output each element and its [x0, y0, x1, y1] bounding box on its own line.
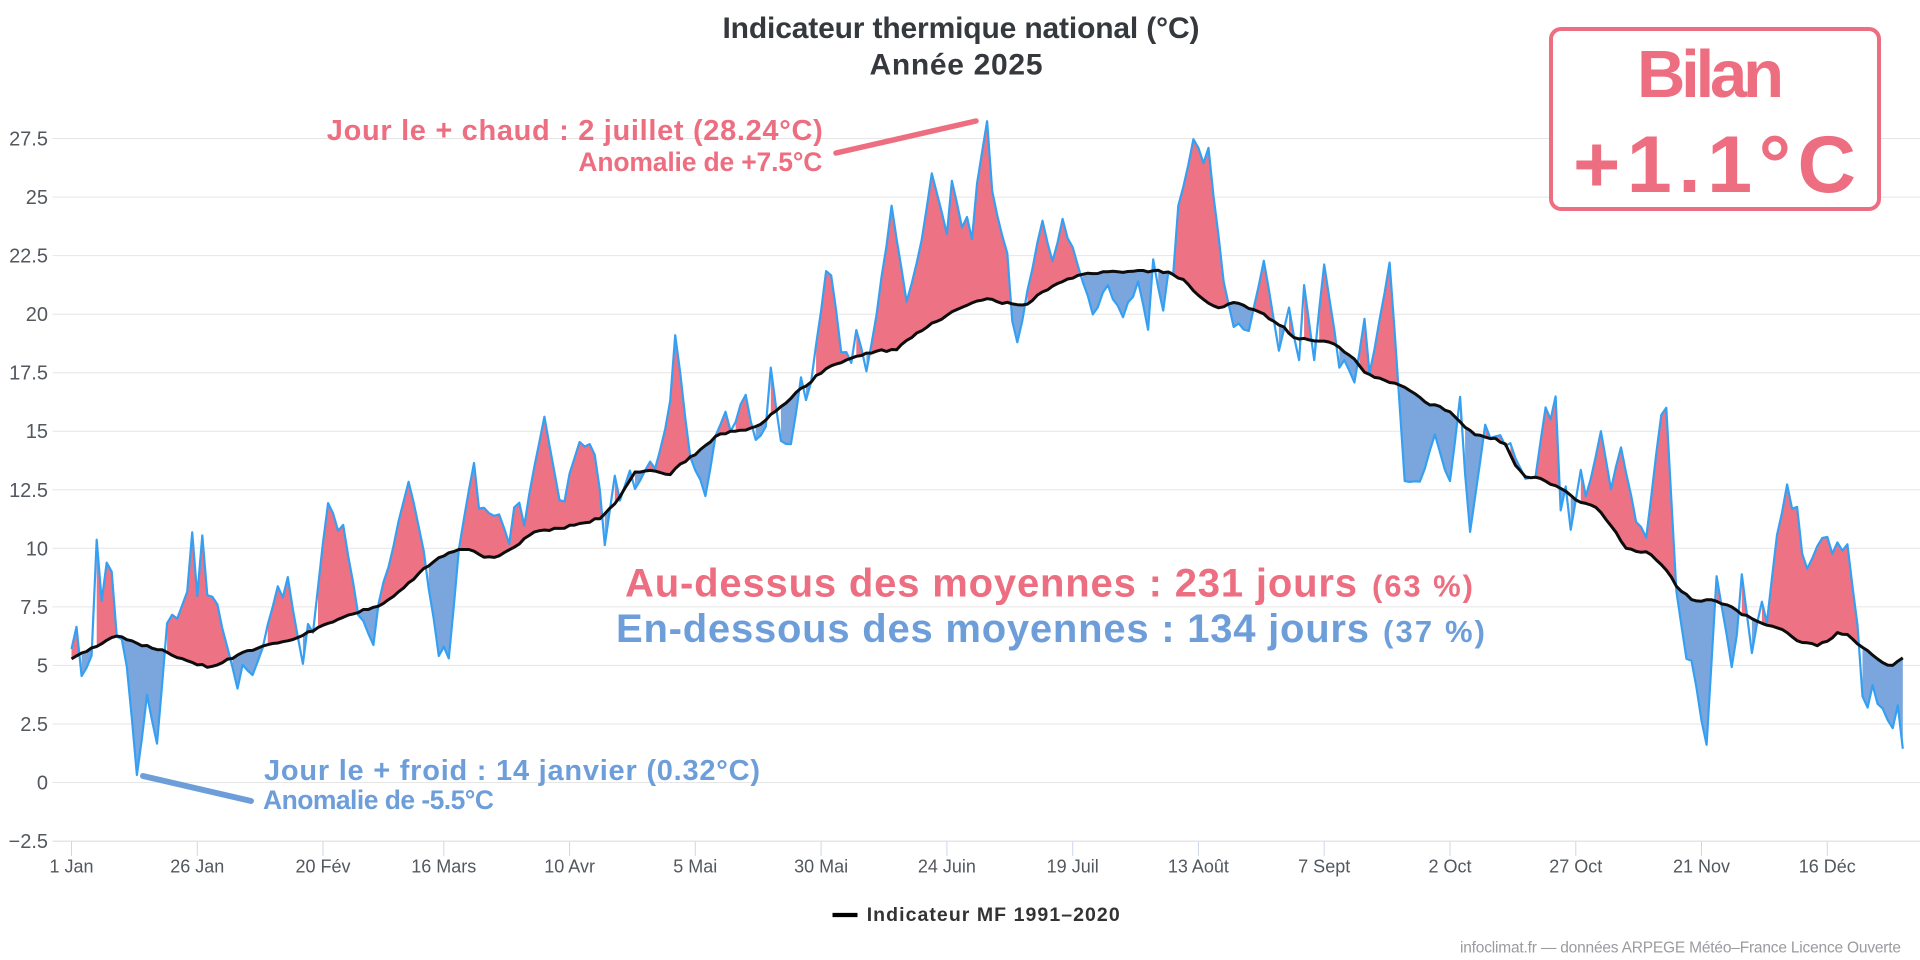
svg-text:30 Mai: 30 Mai [794, 857, 848, 877]
svg-text:27.5: 27.5 [9, 129, 48, 151]
svg-text:Anomalie de +7.5°C: Anomalie de +7.5°C [578, 147, 822, 177]
svg-text:(37 %): (37 %) [1383, 614, 1485, 649]
svg-text:20: 20 [26, 304, 48, 326]
svg-text:19 Juil: 19 Juil [1047, 857, 1099, 877]
svg-text:Indicateur MF 1991–2020: Indicateur MF 1991–2020 [867, 904, 1120, 926]
svg-text:Indicateur thermique national: Indicateur thermique national (°C) [723, 12, 1200, 45]
svg-text:Année 2025: Année 2025 [870, 49, 1043, 82]
svg-text:20 Fév: 20 Fév [295, 857, 350, 877]
svg-text:25: 25 [26, 187, 48, 209]
svg-text:24 Juin: 24 Juin [918, 857, 976, 877]
svg-text:Bilan: Bilan [1637, 37, 1784, 112]
svg-text:infoclimat.fr — données ARPEGE: infoclimat.fr — données ARPEGE Météo–Fra… [1460, 939, 1901, 956]
svg-text:5 Mai: 5 Mai [673, 857, 717, 877]
svg-text:En-dessous des moyennes : 134: En-dessous des moyennes : 134 jours [616, 607, 1369, 651]
svg-text:21 Nov: 21 Nov [1673, 857, 1730, 877]
svg-text:10 Avr: 10 Avr [544, 857, 595, 877]
svg-text:Au-dessus des moyennes : 231 j: Au-dessus des moyennes : 231 jours [625, 562, 1357, 606]
svg-text:16 Déc: 16 Déc [1799, 857, 1856, 877]
svg-text:7 Sept: 7 Sept [1298, 857, 1350, 877]
svg-text:22.5: 22.5 [9, 246, 48, 268]
svg-text:Anomalie de -5.5°C: Anomalie de -5.5°C [263, 785, 494, 815]
svg-text:(63 %): (63 %) [1372, 569, 1473, 604]
svg-text:16 Mars: 16 Mars [411, 857, 476, 877]
svg-text:+1.1°C: +1.1°C [1573, 120, 1856, 210]
svg-text:0: 0 [37, 773, 48, 795]
svg-text:5: 5 [37, 655, 48, 677]
svg-text:Jour le + chaud : 2 juillet (2: Jour le + chaud : 2 juillet (28.24°C) [327, 115, 823, 147]
svg-text:15: 15 [26, 421, 48, 443]
svg-text:27 Oct: 27 Oct [1549, 857, 1602, 877]
svg-text:12.5: 12.5 [9, 480, 48, 502]
svg-text:2 Oct: 2 Oct [1428, 857, 1471, 877]
svg-text:10: 10 [26, 538, 48, 560]
svg-text:17.5: 17.5 [9, 363, 48, 385]
svg-text:−2.5: −2.5 [9, 831, 48, 853]
svg-text:13 Août: 13 Août [1168, 857, 1229, 877]
svg-text:7.5: 7.5 [20, 597, 48, 619]
svg-text:2.5: 2.5 [20, 714, 48, 736]
svg-text:Jour le + froid : 14 janvier (: Jour le + froid : 14 janvier (0.32°C) [264, 755, 760, 787]
svg-text:1 Jan: 1 Jan [49, 857, 93, 877]
svg-text:26 Jan: 26 Jan [170, 857, 224, 877]
